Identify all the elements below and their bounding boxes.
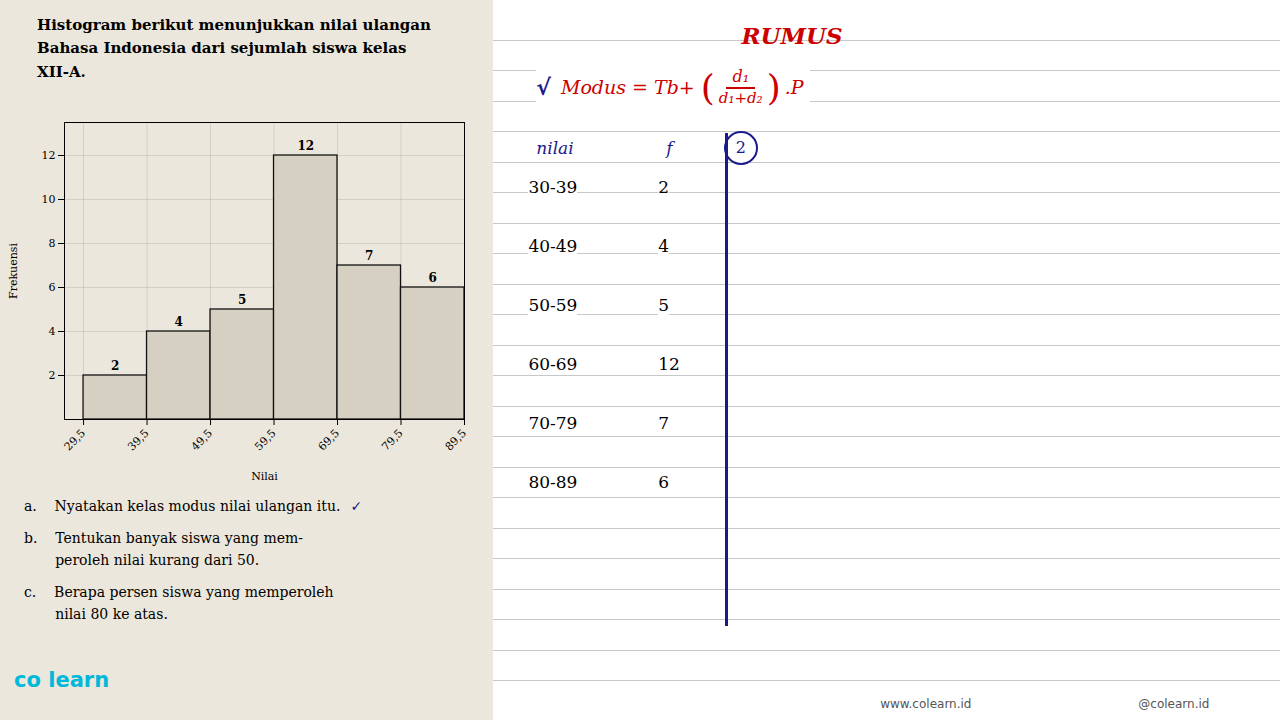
html-text:30-39: 30-39 xyxy=(528,177,578,198)
html-text:@colearn.id: @colearn.id xyxy=(1138,697,1210,712)
svg-text:29,5: 29,5 xyxy=(62,427,89,454)
html-text:f: f xyxy=(666,137,673,158)
html-text:co learn: co learn xyxy=(14,668,110,692)
html-text:www.colearn.id: www.colearn.id xyxy=(880,697,972,712)
svg-text:2: 2 xyxy=(49,369,56,382)
html-text:4: 4 xyxy=(658,236,670,257)
html-text:Histogram berikut menunjukkan: Histogram berikut menunjukkan nilai ulan… xyxy=(37,16,431,81)
html-text:60-69: 60-69 xyxy=(528,354,578,375)
html-text:80-89: 80-89 xyxy=(528,472,578,493)
html-text:RUMUS: RUMUS xyxy=(741,22,843,49)
svg-text:6: 6 xyxy=(429,271,437,285)
svg-text:7: 7 xyxy=(365,249,373,263)
svg-text:39,5: 39,5 xyxy=(125,427,152,454)
svg-text:8: 8 xyxy=(49,237,56,250)
svg-text:49,5: 49,5 xyxy=(189,427,216,454)
svg-text:89,5: 89,5 xyxy=(443,427,470,454)
html-text:Modus = Tb+(: Modus = Tb+( xyxy=(561,66,715,108)
html-text:nilai 80 ke atas.: nilai 80 ke atas. xyxy=(24,606,168,622)
html-text:).P: ).P xyxy=(766,66,804,108)
svg-text:12: 12 xyxy=(297,139,314,153)
html-text:b. Tentukan banyak siswa yang: b. Tentukan banyak siswa yang mem- xyxy=(24,530,304,546)
html-text:2: 2 xyxy=(658,177,670,198)
html-text:d₁+d₂: d₁+d₂ xyxy=(718,88,763,107)
html-text:nilai: nilai xyxy=(536,137,574,158)
html-text:a. Nyatakan kelas modus nilai: a. Nyatakan kelas modus nilai ulangan it… xyxy=(24,498,341,514)
html-text:d₁: d₁ xyxy=(732,67,750,87)
svg-text:69,5: 69,5 xyxy=(316,427,343,454)
html-text:40-49: 40-49 xyxy=(528,236,578,257)
html-text:12: 12 xyxy=(658,354,680,375)
svg-text:6: 6 xyxy=(49,281,56,294)
html-text:70-79: 70-79 xyxy=(528,413,578,434)
svg-text:Frekuensi: Frekuensi xyxy=(7,243,20,299)
html-text:5: 5 xyxy=(658,295,670,316)
svg-text:4: 4 xyxy=(175,315,183,329)
svg-text:Nilai: Nilai xyxy=(251,470,278,483)
html-text:2: 2 xyxy=(735,138,746,158)
html-text:50-59: 50-59 xyxy=(528,295,578,316)
html-text:c. Berapa persen siswa yang me: c. Berapa persen siswa yang memperoleh xyxy=(24,584,334,600)
svg-text:2: 2 xyxy=(111,359,119,373)
svg-text:12: 12 xyxy=(42,149,56,162)
svg-text:79,5: 79,5 xyxy=(379,427,406,454)
html-text:6: 6 xyxy=(658,472,670,493)
svg-text:59,5: 59,5 xyxy=(252,427,279,454)
svg-text:5: 5 xyxy=(238,293,246,307)
html-text:peroleh nilai kurang dari 50.: peroleh nilai kurang dari 50. xyxy=(24,552,260,568)
svg-text:4: 4 xyxy=(49,325,56,338)
svg-text:10: 10 xyxy=(42,193,56,206)
html-text:7: 7 xyxy=(658,413,670,434)
